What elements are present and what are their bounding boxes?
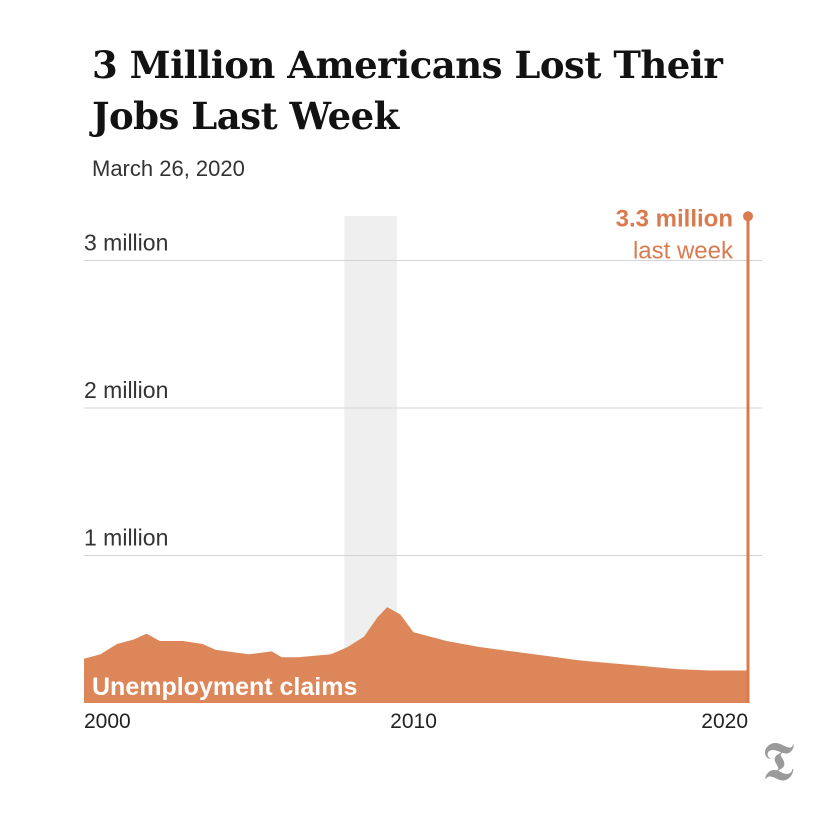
chart-title: 3 Million Americans Lost Their Jobs Last… [92,43,723,138]
x-tick-label: 2020 [701,710,748,733]
annotation-value: 3.3 million [616,205,733,232]
annotation-label: last week [633,237,734,264]
claims-area [84,607,748,703]
gridlines [84,260,762,556]
series-label: Unemployment claims [92,673,357,701]
x-tick-label: 2010 [390,710,437,733]
y-tick-label: 3 million [84,230,168,256]
nyt-logo: 𝕿 [761,730,795,793]
publication-date: March 26, 2020 [92,156,245,181]
y-tick-label: 2 million [84,377,168,403]
latest-week-marker-dot [743,211,753,222]
x-tick-label: 2000 [84,710,131,733]
y-tick-label: 1 million [84,525,168,551]
